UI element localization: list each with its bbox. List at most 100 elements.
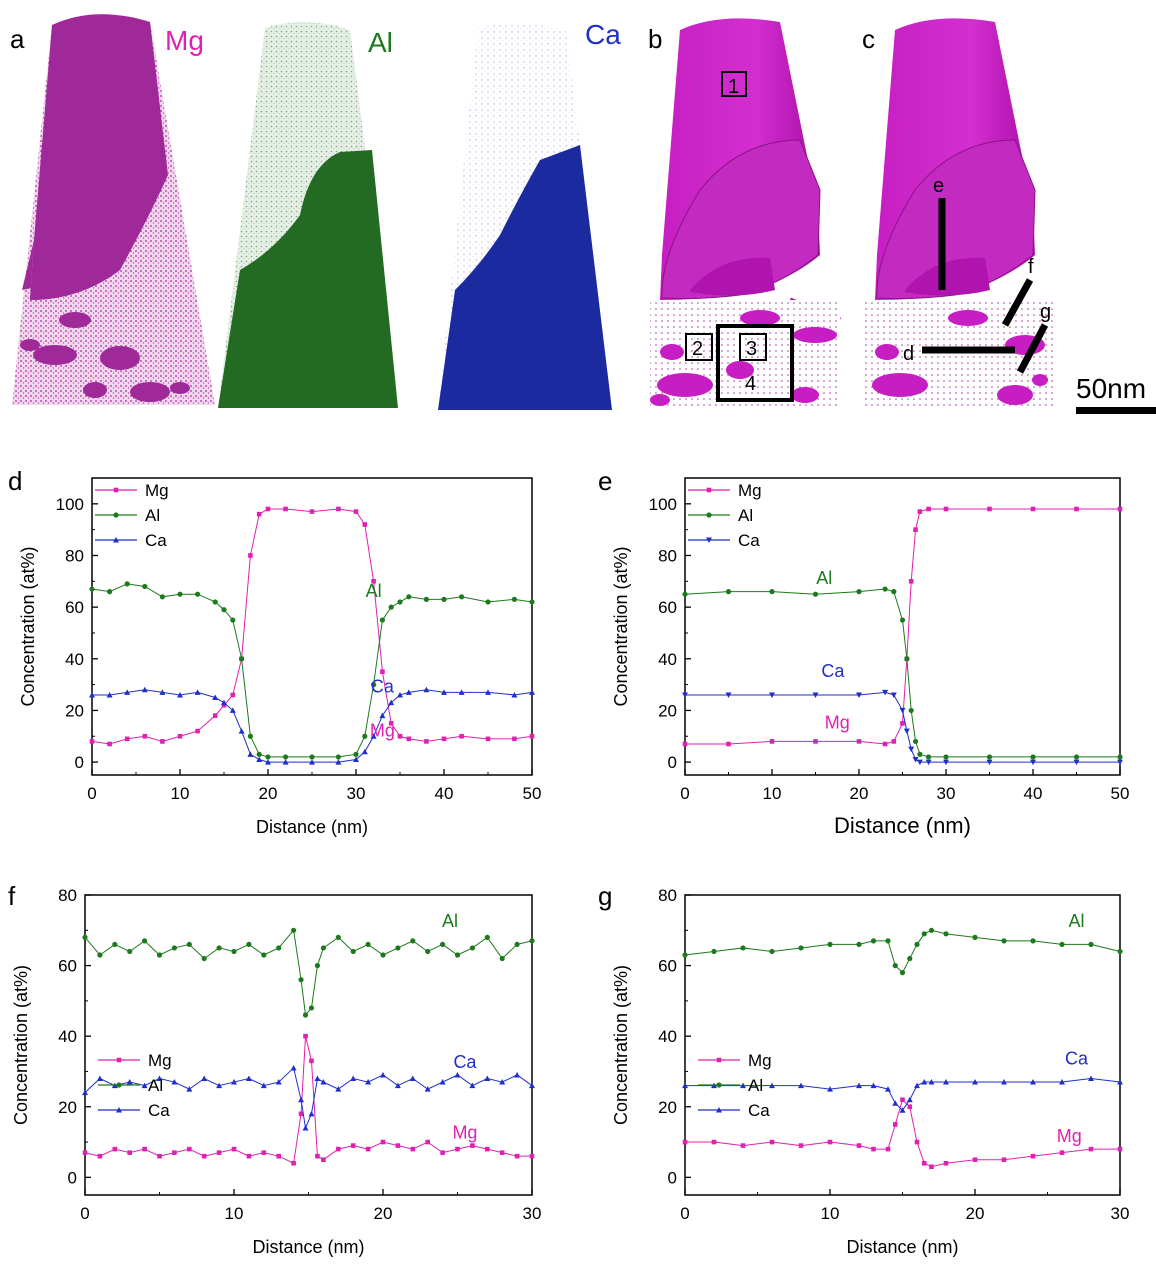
annotation-Mg: Mg [1057,1126,1082,1146]
panel-a-al-label: Al [368,27,393,58]
y-tick-label: 40 [658,1027,677,1046]
data-point-Mg [514,1153,520,1159]
data-point-Ca [89,691,95,698]
data-point-Al [379,617,385,623]
annotation-Ca: Ca [821,661,845,681]
annotation-Al: Al [442,911,458,931]
panel-letter-f: f [8,881,16,911]
data-point-Ca [229,707,236,713]
data-point-Mg [256,511,262,517]
data-point-Mg [972,1157,978,1163]
data-point-Mg [321,1157,326,1163]
data-point-Ca [275,1079,282,1085]
data-point-Ca [885,1086,891,1092]
data-point-Mg [485,736,491,742]
legend-label-Al: Al [145,506,160,525]
data-point-Mg [914,1139,920,1145]
data-point-Al [423,596,429,602]
data-point-Ca [380,1072,386,1078]
x-axis-label: Distance (nm) [252,1237,364,1257]
series-Ca [682,689,1123,766]
data-point-Ca [397,691,403,698]
data-point-Al [112,941,118,948]
y-tick-label: 40 [658,650,677,669]
data-point-Mg [350,1143,356,1148]
data-point-Ca [394,1082,401,1089]
data-point-Mg [315,1153,320,1159]
data-point-Ca [906,1096,913,1103]
panel-b-box-1: 1 [728,76,739,98]
data-point-Al [201,955,207,962]
data-point-Al [454,952,461,958]
panel-c-line-d: d [903,343,914,365]
data-point-Mg [499,1150,505,1155]
data-point-Al [107,589,113,595]
series-Mg [682,1097,1123,1170]
y-tick-label: 20 [65,701,84,720]
data-point-Al [261,952,267,958]
data-point-Al [798,945,804,951]
data-point-Mg [470,1143,475,1148]
data-point-Al [291,927,297,933]
y-tick-label: 100 [56,495,84,514]
data-point-Ca [529,1082,535,1089]
data-point-Mg [142,733,148,739]
data-point-Mg [195,728,200,734]
data-point-Ca [423,686,430,693]
legend-label-Al: Al [748,1076,763,1095]
panel-b-box-2: 2 [692,338,703,360]
data-point-Al [856,941,862,948]
data-point-Al [362,733,368,739]
data-point-Mg [291,1160,296,1166]
series-line-Al [684,588,1120,758]
series-line-Ca [92,689,533,763]
data-point-Al [388,604,394,610]
data-point-Al [221,607,227,613]
plot-frame [84,894,533,1196]
data-point-Al [380,952,386,958]
legend-marker-Ca [706,537,712,543]
data-point-Al [397,599,403,605]
x-tick-label: 0 [87,784,96,803]
scale-bar-label: 50nm [1076,373,1146,404]
x-tick-label: 20 [966,1204,985,1223]
data-point-Mg [908,579,914,584]
data-point-Mg [1001,1157,1007,1163]
data-point-Ca [350,1075,357,1082]
data-point-Al [127,948,133,955]
data-point-Al [82,934,88,940]
y-axis-label: Concentration (at%) [11,965,31,1125]
annotation-Mg: Mg [370,720,395,740]
data-point-Mg [455,1146,460,1152]
panel-c-isosurface [865,18,1055,410]
data-point-Ca [96,1075,103,1082]
data-point-Ca [245,1075,252,1082]
data-point-Al [410,938,416,944]
panel-b-box-4: 4 [745,373,756,395]
data-point-Ca [405,689,412,695]
data-point-Ca [1117,1079,1123,1085]
y-tick-label: 80 [658,886,677,905]
data-point-Ca [812,692,819,698]
data-point-Al [1117,948,1123,955]
data-point-Mg [900,1097,905,1103]
data-point-Al [1030,938,1036,944]
data-point-Al [469,945,475,951]
chart-panel-e: e 0 10 20 30 40 50 0 20 40 60 80 100 Distance (nm) Con… [590,460,1156,860]
data-point-Al [459,594,465,600]
data-point-Mg [265,506,271,512]
data-point-Al [265,754,271,760]
data-point-Ca [798,1082,804,1089]
legend-label-Ca: Ca [748,1101,770,1120]
data-point-Ca [1088,1075,1094,1082]
data-point-Mg [410,1146,416,1152]
data-point-Ca [903,728,910,735]
data-point-Mg [900,721,905,726]
data-point-Ca [454,1072,461,1078]
data-point-Ca [320,1079,327,1085]
panel-a-ca-map [438,23,612,410]
data-point-Ca [186,1086,193,1092]
data-point-Al [1001,938,1007,944]
series-Mg [682,506,1123,747]
legend-label-Al: Al [738,506,753,525]
